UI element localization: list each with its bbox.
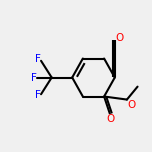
Text: F: F: [31, 73, 37, 83]
Text: F: F: [35, 54, 41, 64]
Text: F: F: [35, 90, 41, 100]
Text: O: O: [106, 114, 114, 124]
Text: O: O: [127, 100, 135, 110]
Text: O: O: [115, 33, 123, 43]
